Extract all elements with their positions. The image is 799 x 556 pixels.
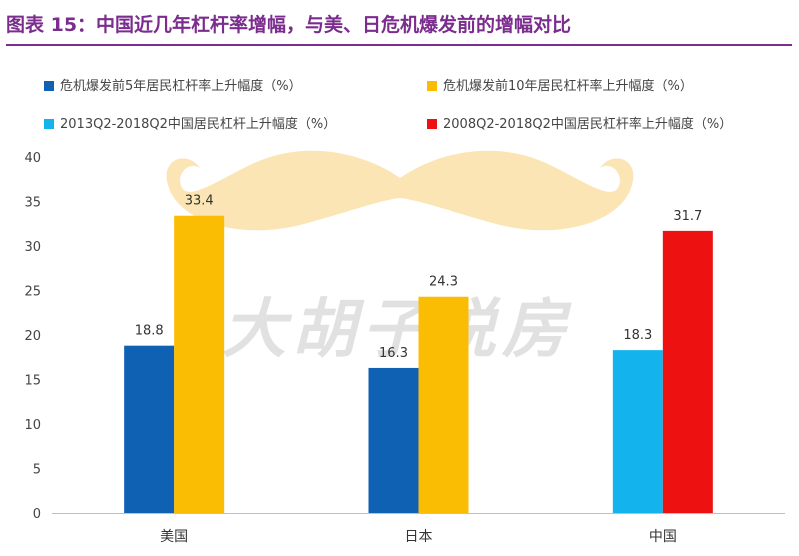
legend-item-series-3: 2013Q2-2018Q2中国居民杠杆上升幅度（%） [44,114,336,136]
legend-swatch-series-4 [427,119,437,129]
y-tick-label: 30 [24,240,41,255]
legend-swatch-series-3 [44,119,54,129]
legend-label-series-4: 2008Q2-2018Q2中国居民杠杆率上升幅度（%） [443,117,733,132]
data-label: 18.3 [623,328,652,343]
bar-2 [418,296,469,513]
title-divider [6,44,792,46]
data-label: 18.8 [135,324,164,339]
legend-item-series-1: 危机爆发前5年居民杠杆率上升幅度（%） [44,76,302,98]
y-tick-label: 40 [24,151,41,166]
data-label: 33.4 [185,194,214,209]
legend-label-series-1: 危机爆发前5年居民杠杆率上升幅度（%） [60,79,302,94]
y-tick-label: 25 [24,285,41,300]
bar-1 [124,345,175,513]
data-label: 24.3 [429,275,458,290]
y-tick-label: 0 [33,507,41,522]
watermark-text: 大胡子说房 [222,293,572,367]
legend-swatch-series-2 [427,81,437,91]
data-label: 31.7 [673,209,702,224]
data-label: 16.3 [379,346,408,361]
legend-label-series-3: 2013Q2-2018Q2中国居民杠杆上升幅度（%） [60,117,337,132]
x-tick-label: 日本 [405,529,433,545]
chart-title: 图表 15：中国近几年杠杆率增幅，与美、日危机爆发前的增幅对比 [6,14,572,36]
bar-4 [662,230,713,513]
x-tick-label: 中国 [649,529,677,545]
bar-3 [612,350,663,513]
x-tick-label: 美国 [160,529,188,545]
legend-label-series-2: 危机爆发前10年居民杠杆率上升幅度（%） [443,79,693,94]
y-tick-label: 15 [24,374,41,389]
legend-swatch-series-1 [44,81,54,91]
legend-item-series-4: 2008Q2-2018Q2中国居民杠杆率上升幅度（%） [427,114,732,136]
legend-item-series-2: 危机爆发前10年居民杠杆率上升幅度（%） [427,76,693,98]
y-tick-label: 10 [24,418,41,433]
bar-1 [368,367,419,513]
y-tick-label: 5 [33,463,41,478]
y-tick-label: 35 [24,196,41,211]
y-tick-label: 20 [24,329,41,344]
bar-2 [174,215,225,514]
